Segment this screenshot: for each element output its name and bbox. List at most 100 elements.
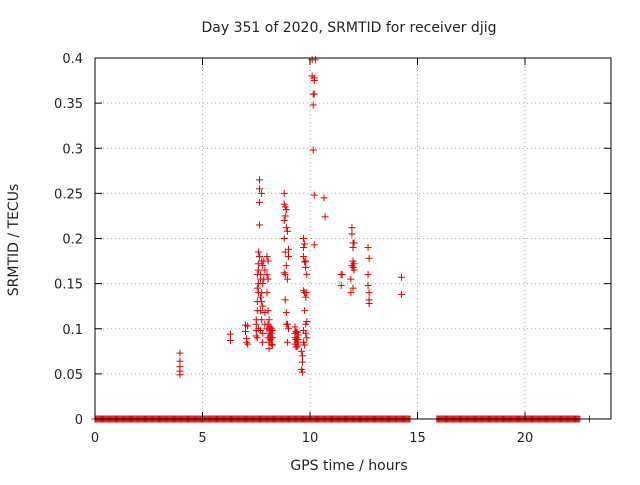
data-point: [300, 253, 308, 261]
data-point: [364, 244, 372, 252]
x-tick-label: 5: [198, 431, 206, 446]
data-point: [301, 240, 309, 248]
data-point: [300, 235, 308, 242]
data-point: [347, 289, 355, 297]
data-point: [258, 189, 266, 197]
data-point: [244, 322, 252, 330]
data-point: [300, 244, 308, 252]
data-point: [302, 293, 310, 301]
data-point: [267, 340, 275, 348]
data-point: [338, 271, 346, 279]
x-tick-label: 0: [91, 431, 99, 446]
data-point: [365, 254, 373, 262]
data-point: [268, 327, 276, 335]
data-point: [303, 271, 311, 279]
data-point: [348, 224, 356, 232]
data-point: [258, 298, 266, 306]
data-point: [301, 258, 309, 266]
data-point: [303, 318, 311, 326]
data-point: [264, 307, 272, 315]
data-point: [300, 287, 308, 295]
data-point: [259, 338, 267, 346]
data-point: [280, 235, 288, 242]
y-tick-label: 0.25: [54, 187, 83, 202]
plot-frame: [94, 57, 612, 420]
data-point: [259, 262, 267, 270]
data-point: [254, 266, 262, 274]
data-point: [261, 266, 269, 274]
data-point: [255, 176, 263, 184]
data-point: [253, 334, 261, 342]
data-point: [297, 347, 305, 355]
data-point: [311, 56, 319, 64]
data-point: [253, 284, 261, 292]
data-point: [283, 338, 291, 346]
data-point: [309, 146, 317, 154]
y-axis-title: SRMTID / TECUs: [6, 184, 22, 297]
data-point: [365, 299, 373, 307]
data-point: [310, 191, 318, 199]
data-point: [268, 334, 276, 342]
data-point: [364, 271, 372, 279]
x-tick-label: 10: [302, 431, 319, 446]
data-point: [280, 189, 288, 197]
data-point: [283, 320, 291, 328]
data-point: [264, 275, 272, 283]
data-point: [242, 327, 249, 335]
data-point: [293, 343, 301, 351]
y-tick-label: 0.35: [54, 97, 83, 112]
data-point: [265, 316, 273, 324]
data-point: [255, 221, 263, 229]
data-point: [298, 358, 306, 366]
data-point: [298, 352, 306, 360]
y-tick-label: 0.4: [62, 52, 83, 67]
data-point: [303, 289, 311, 297]
data-point: [291, 323, 299, 331]
data-point: [397, 290, 405, 298]
data-point: [301, 341, 309, 349]
data-point: [349, 244, 357, 252]
data-point: [255, 253, 263, 261]
data-point: [280, 269, 288, 277]
data-point: [261, 309, 269, 317]
data-points: [91, 56, 593, 423]
data-point: [283, 275, 291, 283]
data-point: [244, 340, 252, 348]
data-point: [320, 194, 328, 202]
y-tick-label: 0.15: [54, 278, 83, 293]
data-point: [264, 257, 272, 265]
data-point: [302, 257, 310, 265]
grid-lines: [95, 58, 611, 419]
data-point: [282, 262, 290, 270]
data-point: [259, 302, 267, 310]
data-point: [303, 334, 311, 342]
y-tick-label: 0.05: [54, 368, 83, 383]
data-point: [350, 266, 358, 274]
data-point: [176, 349, 184, 357]
data-point: [350, 260, 358, 268]
data-point: [252, 332, 260, 340]
data-point: [281, 296, 289, 304]
x-axis-title: GPS time / hours: [290, 458, 407, 474]
x-tick-label: 15: [409, 431, 426, 446]
y-tick-label: 0.3: [62, 142, 83, 157]
data-point: [281, 212, 289, 220]
data-point: [364, 281, 372, 289]
data-point: [263, 271, 271, 279]
data-point: [337, 281, 345, 289]
data-point: [365, 289, 373, 297]
data-point: [282, 309, 290, 317]
data-point: [243, 338, 251, 346]
x-tick-label: 20: [517, 431, 534, 446]
data-point: [301, 307, 309, 315]
data-point: [176, 371, 184, 379]
data-point: [347, 275, 355, 283]
data-point: [281, 271, 289, 279]
data-point: [255, 185, 263, 193]
y-tick-label: 0.2: [62, 233, 83, 248]
data-point: [259, 329, 267, 337]
data-point: [302, 329, 310, 337]
data-point: [226, 336, 234, 344]
